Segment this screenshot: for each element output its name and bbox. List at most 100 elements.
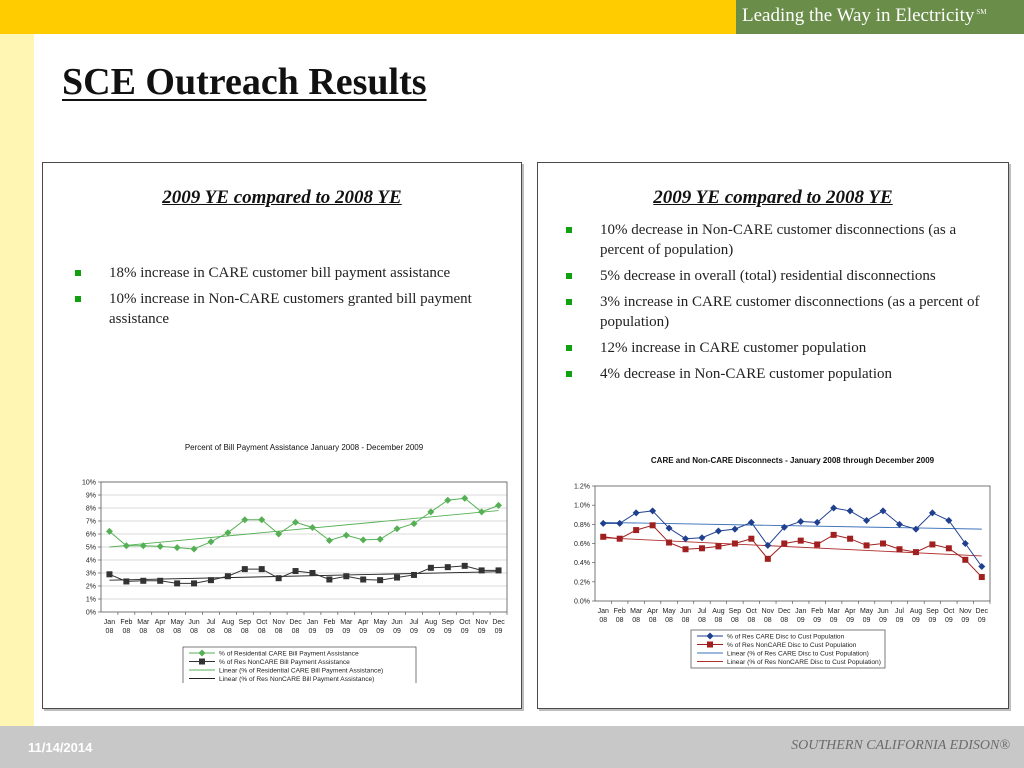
data-point — [495, 567, 502, 574]
bullet-text: 12% increase in CARE customer population — [600, 340, 867, 356]
x-tick-label-month: Mar — [340, 619, 353, 626]
x-tick-label-year: 08 — [698, 617, 706, 624]
y-tick-label: 0.6% — [574, 541, 590, 548]
data-point — [140, 577, 147, 584]
right-bullet-list: 10% decrease in Non-CARE customer discon… — [562, 220, 992, 390]
data-point — [813, 518, 821, 526]
y-tick-label: 10% — [82, 480, 96, 487]
x-tick-label-month: Jun — [877, 608, 888, 615]
x-tick-label-month: Jun — [188, 619, 199, 626]
x-tick-label-month: Jul — [895, 608, 904, 615]
data-point — [174, 580, 181, 587]
x-tick-label-month: Feb — [614, 608, 626, 615]
data-point — [139, 542, 147, 550]
legend-marker — [707, 641, 713, 648]
data-point — [156, 542, 164, 550]
x-tick-label-year: 08 — [599, 617, 607, 624]
data-point — [191, 580, 198, 587]
x-tick-label-year: 08 — [139, 628, 147, 635]
legend-label: Linear (% of Residential CARE Bill Payme… — [219, 668, 383, 675]
data-point — [830, 531, 837, 538]
x-tick-label-year: 08 — [106, 628, 114, 635]
data-point — [376, 535, 384, 543]
data-point — [895, 520, 903, 528]
x-tick-label-month: May — [662, 608, 676, 615]
x-tick-label-month: Apr — [155, 619, 167, 626]
data-point — [600, 533, 607, 540]
data-point — [665, 524, 673, 532]
data-point — [764, 555, 771, 562]
series-line — [603, 507, 983, 567]
data-point — [173, 544, 181, 552]
data-point — [863, 517, 871, 524]
data-point — [224, 573, 231, 580]
bullet-text: 10% increase in Non-CARE customers grant… — [109, 291, 472, 327]
legend-label: Linear (% of Res NonCARE Bill Payment As… — [219, 676, 374, 683]
data-point — [780, 523, 788, 531]
x-tick-label-year: 08 — [156, 628, 164, 635]
x-tick-label-year: 08 — [275, 628, 283, 635]
x-tick-label-year: 09 — [309, 628, 317, 635]
data-point — [393, 525, 401, 533]
x-tick-label-year: 08 — [258, 628, 266, 635]
x-tick-label-year: 09 — [846, 617, 854, 624]
y-tick-label: 0.2% — [574, 579, 590, 586]
x-tick-label-month: May — [374, 619, 388, 626]
x-tick-label-month: Sep — [926, 608, 939, 615]
data-point — [106, 571, 113, 578]
x-tick-label-year: 08 — [715, 617, 723, 624]
brand-text: Leading the Way in Electricity — [742, 5, 975, 26]
brand-tagline: Leading the Way in Electricity SM — [742, 5, 987, 27]
data-point — [292, 518, 300, 526]
x-tick-label-year: 09 — [495, 628, 503, 635]
data-point — [748, 535, 755, 542]
y-tick-label: 1.0% — [574, 503, 590, 510]
y-tick-label: 3% — [86, 571, 96, 578]
legend-label: % of Residential CARE Bill Payment Assis… — [219, 651, 359, 658]
bullet-square-icon — [75, 270, 81, 276]
x-tick-label-month: Jan — [104, 619, 115, 626]
x-tick-label-year: 08 — [682, 617, 690, 624]
x-tick-label-month: Aug — [910, 608, 923, 615]
x-tick-label-month: Nov — [475, 619, 488, 626]
data-point — [682, 535, 690, 543]
data-point — [326, 576, 333, 583]
data-point — [495, 501, 503, 509]
legend-box — [690, 629, 886, 669]
x-tick-label-month: Mar — [828, 608, 841, 615]
x-tick-label-month: Nov — [762, 608, 775, 615]
trendline — [603, 521, 982, 530]
data-point — [427, 564, 434, 571]
data-point — [275, 530, 283, 538]
x-tick-label-month: Dec — [976, 608, 989, 615]
x-tick-label-month: Aug — [712, 608, 725, 615]
chart-title: CARE and Non-CARE Disconnects - January … — [651, 456, 935, 465]
x-tick-label-year: 09 — [478, 628, 486, 635]
y-tick-label: 6% — [86, 532, 96, 539]
data-point — [190, 545, 198, 553]
bullet-text: 18% increase in CARE customer bill payme… — [109, 265, 451, 281]
data-point — [978, 563, 986, 570]
trendline — [603, 537, 982, 557]
slide-title: SCE Outreach Results — [62, 61, 427, 103]
x-tick-label-month: Dec — [492, 619, 505, 626]
left-panel: 2009 YE compared to 2008 YE 18% increase… — [42, 162, 522, 709]
footer-company: SOUTHERN CALIFORNIA EDISON® — [791, 738, 1010, 753]
x-tick-label-year: 09 — [945, 617, 953, 624]
x-tick-label-year: 09 — [342, 628, 350, 635]
list-item: 18% increase in CARE customer bill payme… — [71, 263, 501, 283]
data-point — [929, 541, 936, 548]
left-accent-bar — [0, 34, 34, 726]
data-point — [682, 546, 689, 553]
data-point — [224, 529, 232, 537]
data-point — [599, 519, 607, 527]
x-tick-label-month: Apr — [845, 608, 857, 615]
data-point — [308, 524, 316, 531]
data-point — [698, 545, 705, 552]
data-point — [714, 527, 722, 535]
legend-label: % of Res NonCARE Bill Payment Assistance — [219, 659, 350, 666]
x-tick-label-year: 08 — [224, 628, 232, 635]
list-item: 12% increase in CARE customer population — [562, 338, 992, 358]
trendline — [109, 571, 499, 581]
data-point — [978, 574, 985, 581]
